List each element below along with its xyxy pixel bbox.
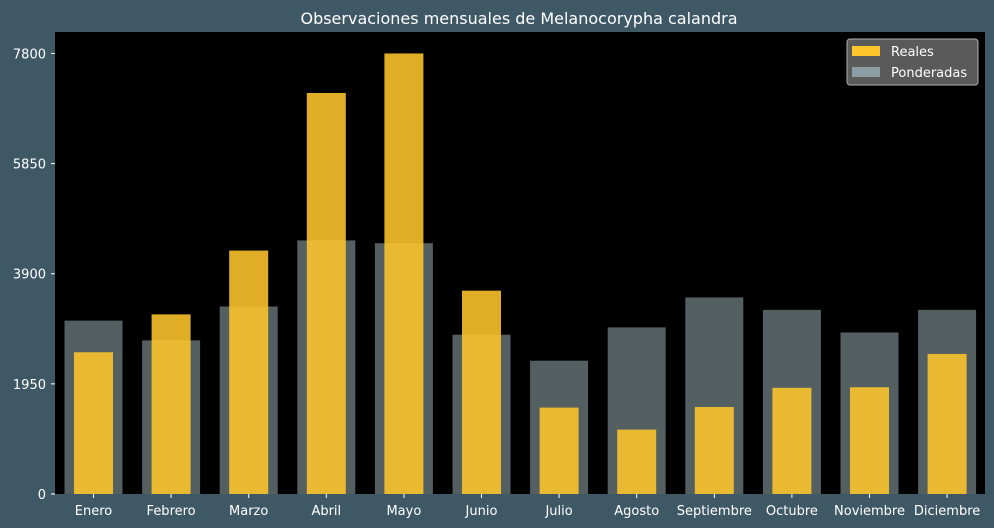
- chart-title: Observaciones mensuales de Melanocorypha…: [300, 9, 737, 28]
- x-tick-label-junio: Junio: [465, 504, 498, 519]
- bar-reales-noviembre: [850, 387, 889, 494]
- bar-reales-mayo: [384, 53, 424, 495]
- y-tick-label-1950: 1950: [13, 378, 46, 393]
- bar-reales-junio: [462, 290, 501, 494]
- x-tick-label-diciembre: Diciembre: [914, 504, 980, 519]
- bar-reales-abril: [306, 92, 346, 494]
- x-tick-label-octubre: Octubre: [766, 504, 818, 519]
- plot-area: [55, 32, 985, 494]
- legend-label-ponderadas: Ponderadas: [891, 66, 967, 81]
- x-tick-label-febrero: Febrero: [147, 504, 196, 519]
- bar-reales-septiembre: [694, 407, 734, 494]
- legend-swatch-ponderadas: [852, 67, 880, 77]
- bar-reales-marzo: [229, 250, 269, 494]
- y-tick-label-7800: 7800: [13, 47, 46, 62]
- bar-reales-diciembre: [927, 353, 967, 494]
- x-tick-label-abril: Abril: [311, 504, 341, 519]
- x-tick-label-julio: Julio: [544, 504, 572, 519]
- y-tick-label-0: 0: [38, 488, 46, 503]
- legend-swatch-reales: [852, 46, 880, 56]
- x-tick-label-marzo: Marzo: [229, 504, 268, 519]
- bar-reales-julio: [539, 407, 579, 494]
- x-axis: Enero Febrero Marzo Abril Mayo Junio Julio Agos…: [75, 494, 980, 519]
- x-tick-label-mayo: Mayo: [386, 504, 421, 519]
- legend-label-reales: Reales: [891, 45, 934, 60]
- real-bars: [74, 53, 967, 495]
- x-tick-label-agosto: Agosto: [614, 504, 659, 519]
- bar-reales-agosto: [617, 429, 657, 494]
- legend: Reales Ponderadas: [846, 38, 979, 86]
- y-tick-label-3900: 3900: [13, 268, 46, 283]
- bar-reales-octubre: [772, 387, 812, 494]
- bar-reales-enero: [74, 352, 113, 494]
- y-tick-label-5850: 5850: [13, 158, 46, 173]
- x-tick-label-septiembre: Septiembre: [677, 504, 752, 519]
- x-tick-label-enero: Enero: [75, 504, 113, 519]
- bar-reales-febrero: [151, 314, 191, 494]
- y-axis: 0 1950 3900 5850 7800: [13, 47, 55, 503]
- x-tick-label-noviembre: Noviembre: [834, 504, 905, 519]
